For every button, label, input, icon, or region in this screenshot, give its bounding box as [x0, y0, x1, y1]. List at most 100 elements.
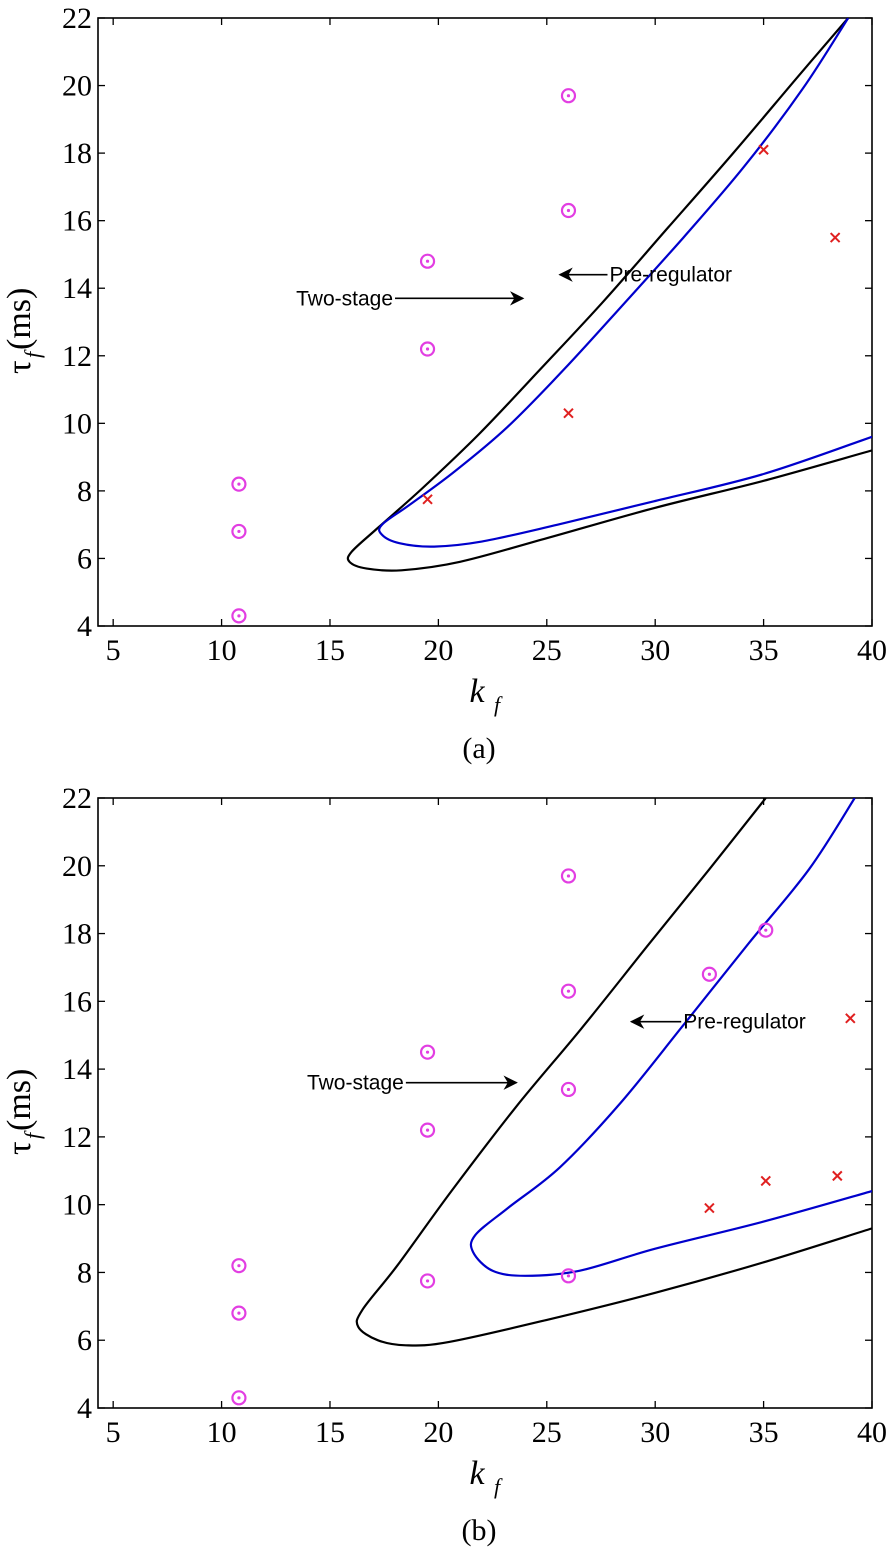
stable-point-marker — [560, 88, 577, 104]
unstable-point-marker — [704, 1202, 715, 1214]
stable-point-dot — [425, 1050, 430, 1054]
x-tick-label: 35 — [749, 1416, 779, 1449]
x-axis-label-subscript: f — [494, 692, 503, 717]
stable-point-marker — [231, 1305, 247, 1321]
stable-point-marker — [419, 253, 436, 269]
stable-point-marker — [231, 608, 247, 624]
x-tick-label: 10 — [207, 634, 237, 667]
unstable-point-marker — [832, 1170, 843, 1182]
stable-point-marker — [419, 1122, 436, 1138]
stable-point-marker — [560, 983, 577, 999]
stable-point-dot — [566, 874, 571, 878]
y-axis-label: τ — [1, 360, 38, 374]
x-axis-label: k — [469, 1455, 485, 1492]
y-tick-label: 18 — [62, 918, 92, 951]
stable-point-dot — [764, 928, 768, 932]
unstable-point-marker — [760, 1175, 771, 1187]
y-axis-label-unit: (ms) — [1, 288, 38, 350]
stable-point-marker — [701, 966, 717, 982]
stable-point-marker — [231, 1390, 247, 1406]
y-tick-label: 4 — [77, 610, 92, 643]
y-axis-label-subscript: f — [20, 349, 45, 358]
y-axis-label-group: τf (ms) — [1, 1069, 45, 1155]
stable-point-dot — [425, 1279, 430, 1283]
y-tick-label: 20 — [62, 70, 92, 103]
two-stage-annotation-label: Two-stage — [296, 287, 393, 310]
two-stage-annotation-label: Two-stage — [307, 1072, 404, 1095]
y-tick-label: 6 — [77, 1324, 92, 1357]
y-tick-label: 4 — [77, 1392, 92, 1425]
pre-regulator-annotation-label: Pre-regulator — [683, 1011, 806, 1034]
two-stage-curve — [355, 798, 872, 1347]
x-tick-label: 30 — [640, 1416, 670, 1449]
y-axis-label-subscript: f — [20, 1130, 45, 1139]
stable-point-dot — [425, 259, 430, 263]
y-tick-label: 10 — [62, 1189, 92, 1222]
stable-point-marker — [231, 476, 247, 492]
x-tick-label: 20 — [423, 1416, 453, 1449]
stable-point-marker — [419, 1273, 436, 1289]
y-tick-label: 8 — [77, 475, 92, 508]
y-tick-label: 22 — [62, 782, 92, 815]
x-tick-label: 40 — [857, 634, 887, 667]
stable-point-dot — [237, 482, 241, 486]
stable-point-dot — [237, 1264, 241, 1268]
panel-caption: (b) — [462, 1514, 497, 1547]
y-tick-label: 14 — [62, 272, 92, 305]
pre-regulator-annotation-label: Pre-regulator — [609, 264, 732, 287]
y-tick-label: 10 — [62, 407, 92, 440]
curves-group — [355, 798, 872, 1347]
stable-point-dot — [237, 529, 241, 534]
stable-point-dot — [237, 1396, 241, 1400]
y-tick-label: 16 — [62, 985, 92, 1018]
x-tick-label: 35 — [749, 634, 779, 667]
stable-point-marker — [560, 868, 577, 884]
y-axis-label: τ — [1, 1141, 38, 1155]
stable-point-dot — [566, 208, 571, 213]
x-tick-label: 25 — [532, 634, 562, 667]
stable-point-dot — [425, 347, 430, 351]
y-tick-label: 18 — [62, 137, 92, 170]
two-stage-curve — [346, 18, 872, 572]
stable-point-dot — [566, 1274, 571, 1278]
y-tick-label: 12 — [62, 1121, 92, 1154]
x-tick-label: 40 — [857, 1416, 887, 1449]
y-axis-label-unit: (ms) — [1, 1069, 38, 1131]
x-tick-label: 10 — [207, 1416, 237, 1449]
stable-point-dot — [566, 94, 571, 98]
y-tick-label: 16 — [62, 205, 92, 238]
curves-group — [346, 18, 872, 572]
x-axis-label-subscript: f — [494, 1474, 503, 1499]
x-tick-label: 15 — [315, 1416, 345, 1449]
pre-regulator-curve — [378, 18, 872, 548]
x-axis-label: k — [469, 673, 485, 710]
unstable-point-marker — [845, 1013, 856, 1024]
y-tick-label: 8 — [77, 1256, 92, 1289]
stable-point-dot — [707, 972, 711, 976]
y-tick-label: 6 — [77, 542, 92, 575]
unstable-point-marker — [758, 144, 769, 155]
pre-regulator-curve — [469, 798, 872, 1277]
stable-point-marker — [419, 1044, 436, 1060]
y-tick-label: 20 — [62, 850, 92, 883]
y-tick-label: 12 — [62, 340, 92, 373]
stable-point-marker — [231, 1258, 247, 1274]
x-tick-label: 15 — [315, 634, 345, 667]
stable-point-marker — [560, 202, 577, 219]
stable-point-dot — [566, 989, 571, 993]
unstable-point-marker — [422, 494, 433, 505]
y-axis-label-group: τf (ms) — [1, 288, 45, 374]
stable-point-marker — [231, 523, 247, 540]
unstable-point-marker — [563, 407, 574, 419]
x-tick-label: 20 — [423, 634, 453, 667]
x-tick-label: 5 — [106, 634, 121, 667]
stable-point-dot — [237, 1311, 241, 1315]
plot-frame — [97, 797, 873, 1409]
y-tick-label: 14 — [62, 1053, 92, 1086]
x-tick-label: 25 — [532, 1416, 562, 1449]
x-tick-label: 5 — [106, 1416, 121, 1449]
